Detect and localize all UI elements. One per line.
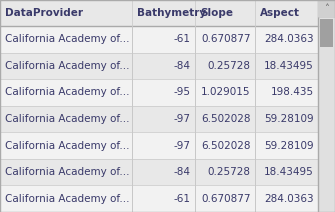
Text: California Academy of...: California Academy of... bbox=[5, 114, 130, 124]
Text: Bathymetry: Bathymetry bbox=[137, 8, 206, 18]
Text: 18.43495: 18.43495 bbox=[264, 167, 314, 177]
Bar bbox=[0, 53, 318, 79]
Text: California Academy of...: California Academy of... bbox=[5, 194, 130, 204]
Text: California Academy of...: California Academy of... bbox=[5, 87, 130, 98]
Text: 1.029015: 1.029015 bbox=[201, 87, 251, 98]
Text: 59.28109: 59.28109 bbox=[264, 114, 314, 124]
Text: -97: -97 bbox=[174, 141, 191, 151]
Bar bbox=[0, 79, 318, 106]
Text: 6.502028: 6.502028 bbox=[201, 114, 251, 124]
Bar bbox=[0, 26, 318, 53]
Text: 198.435: 198.435 bbox=[271, 87, 314, 98]
Text: 0.25728: 0.25728 bbox=[208, 167, 251, 177]
Text: 18.43495: 18.43495 bbox=[264, 61, 314, 71]
Bar bbox=[0, 132, 318, 159]
Text: -95: -95 bbox=[174, 87, 191, 98]
Bar bbox=[318, 0, 335, 17]
Text: 0.670877: 0.670877 bbox=[201, 34, 251, 44]
Text: 284.0363: 284.0363 bbox=[264, 34, 314, 44]
Text: ˄: ˄ bbox=[324, 4, 329, 14]
Text: -61: -61 bbox=[174, 194, 191, 204]
Text: 0.25728: 0.25728 bbox=[208, 61, 251, 71]
Text: -97: -97 bbox=[174, 114, 191, 124]
Text: California Academy of...: California Academy of... bbox=[5, 167, 130, 177]
Text: DataProvider: DataProvider bbox=[5, 8, 83, 18]
Text: -84: -84 bbox=[174, 61, 191, 71]
Text: California Academy of...: California Academy of... bbox=[5, 141, 130, 151]
Text: -84: -84 bbox=[174, 167, 191, 177]
Text: -61: -61 bbox=[174, 34, 191, 44]
Text: California Academy of...: California Academy of... bbox=[5, 34, 130, 44]
Text: 0.670877: 0.670877 bbox=[201, 194, 251, 204]
Bar bbox=[320, 19, 333, 47]
Bar bbox=[0, 159, 318, 186]
Text: 6.502028: 6.502028 bbox=[201, 141, 251, 151]
Text: 284.0363: 284.0363 bbox=[264, 194, 314, 204]
Text: 59.28109: 59.28109 bbox=[264, 141, 314, 151]
Bar bbox=[0, 186, 318, 212]
Text: Aspect: Aspect bbox=[260, 8, 300, 18]
Text: California Academy of...: California Academy of... bbox=[5, 61, 130, 71]
Bar bbox=[318, 0, 335, 212]
Text: Slope: Slope bbox=[200, 8, 233, 18]
Bar bbox=[0, 106, 318, 132]
Bar bbox=[0, 0, 318, 26]
